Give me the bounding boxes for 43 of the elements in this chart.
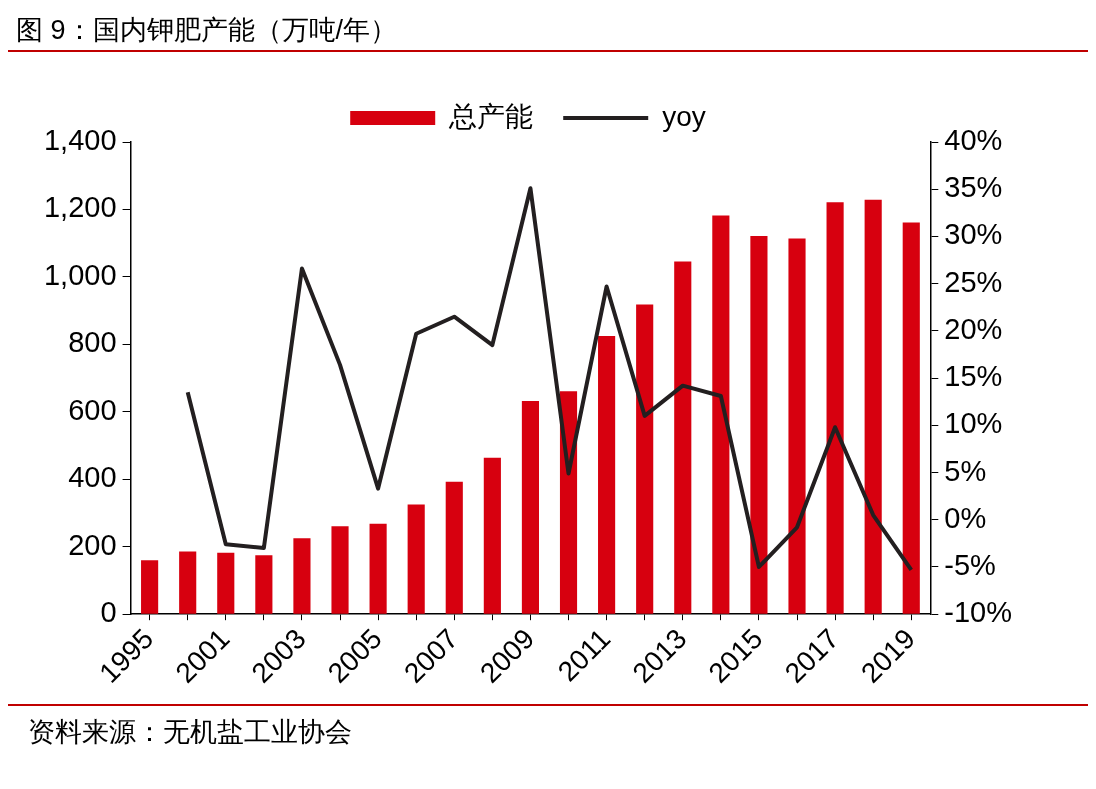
bar [407,504,425,614]
y-tick-label: 800 [68,326,117,359]
y-tick-label: 600 [68,393,117,426]
bar [179,551,197,614]
bar [750,236,768,614]
bar [521,401,539,614]
y2-tick-label: 40% [944,124,1003,156]
y2-tick-label: 5% [944,454,987,487]
text: 资料来源：无机盐工业协会 [27,716,353,749]
legend-label: 总产能 [448,100,534,132]
y2-tick-label: 15% [944,360,1003,393]
bar [445,481,463,614]
bar [826,202,844,614]
y2-tick-label: 0% [944,501,987,534]
y2-tick-label: 10% [944,407,1003,440]
y2-tick-label: 25% [944,265,1003,298]
y-tick-label: 1,400 [43,124,117,156]
y2-tick-label: 30% [944,218,1003,251]
bar [217,552,235,614]
bar [902,222,920,614]
bar [598,335,616,614]
bar [636,304,654,614]
bar [141,560,159,614]
bar [712,215,730,614]
bar [255,555,273,614]
bar [331,526,349,614]
y-tick-label: 1,200 [43,191,117,224]
y-tick-label: 400 [68,461,117,494]
bar [483,457,501,614]
y2-tick-label: 35% [944,171,1003,204]
legend-label: yoy [662,100,706,132]
bar [864,199,882,614]
y2-tick-label: -5% [944,548,996,581]
y-tick-label: 0 [100,596,117,629]
bar [674,261,692,614]
bar [369,523,387,614]
y-tick-label: 1,000 [43,258,117,291]
bar [293,538,311,614]
bar [788,238,806,614]
chart-title: 图 9：国内钾肥产能（万吨/年） [15,14,399,47]
y2-tick-label: 20% [944,312,1003,345]
y-tick-label: 200 [68,528,117,561]
y2-tick-label: -10% [944,596,1012,629]
